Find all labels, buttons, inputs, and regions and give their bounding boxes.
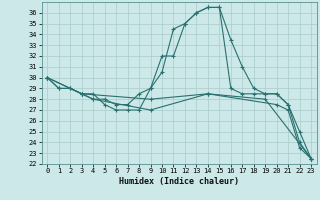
X-axis label: Humidex (Indice chaleur): Humidex (Indice chaleur) <box>119 177 239 186</box>
